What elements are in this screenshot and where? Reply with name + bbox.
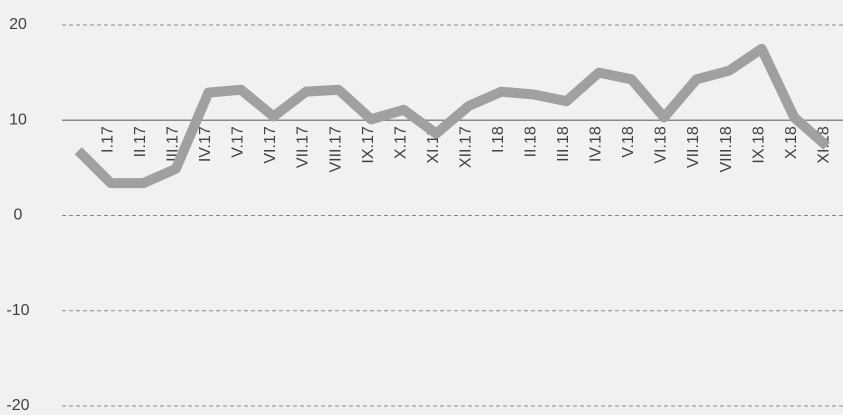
x-tick-label: IX.18 [750, 126, 767, 163]
y-tick-label: -10 [6, 302, 29, 319]
x-tick-label: VII.17 [295, 126, 312, 168]
x-tick-label: II.18 [523, 126, 540, 157]
x-tick-label: V.17 [230, 126, 247, 158]
x-tick-label: X.17 [392, 126, 409, 159]
x-tick-label: IV.17 [197, 126, 214, 162]
x-tick-label: VI.17 [262, 126, 279, 163]
x-tick-label: VIII.17 [327, 126, 344, 172]
y-tick-label: 0 [14, 207, 23, 224]
x-tick-label: II.17 [132, 126, 149, 157]
x-tick-label: III.18 [555, 126, 572, 162]
x-tick-label: IX.17 [360, 126, 377, 163]
x-tick-label: X.18 [783, 126, 800, 159]
y-tick-label: 20 [9, 16, 27, 33]
x-tick-label: VI.18 [653, 126, 670, 163]
x-tick-label: VII.18 [685, 126, 702, 168]
x-tick-label: VIII.18 [718, 126, 735, 172]
data-line [74, 43, 831, 189]
x-tick-label: XII.17 [457, 126, 474, 168]
x-tick-label: IV.18 [588, 126, 605, 162]
y-tick-label: 10 [9, 111, 27, 128]
x-tick-label: I.17 [99, 126, 116, 153]
x-tick-label: V.18 [620, 126, 637, 158]
y-tick-label: -20 [6, 397, 29, 414]
x-tick-label: I.18 [490, 126, 507, 153]
